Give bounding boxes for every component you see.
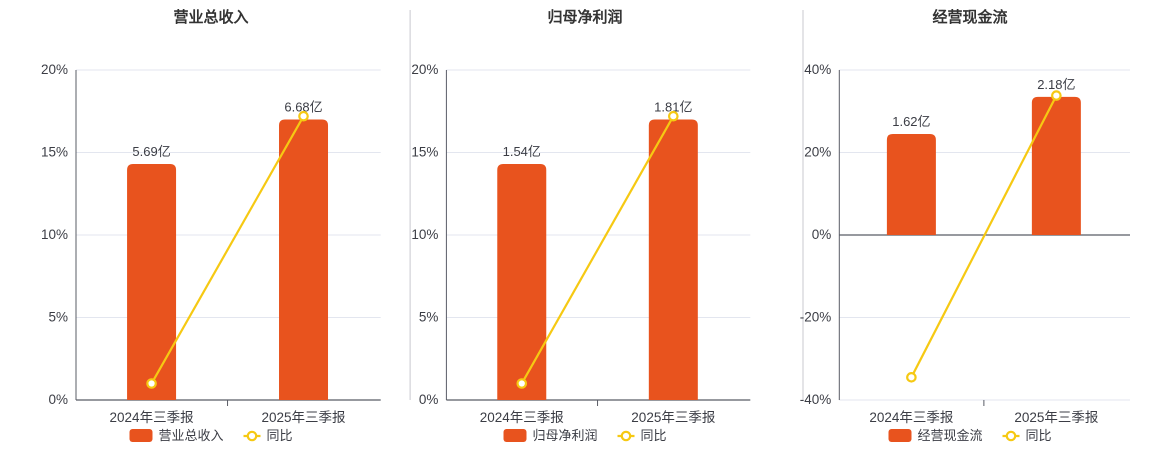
svg-text:20%: 20% bbox=[411, 62, 438, 77]
svg-text:15%: 15% bbox=[41, 145, 68, 160]
svg-text:2024年三季报: 2024年三季报 bbox=[110, 410, 194, 425]
svg-text:2024年三季报: 2024年三季报 bbox=[480, 410, 564, 425]
svg-text:归母净利润: 归母净利润 bbox=[533, 428, 598, 443]
svg-text:同比: 同比 bbox=[267, 428, 293, 443]
svg-text:同比: 同比 bbox=[1026, 428, 1052, 443]
svg-text:10%: 10% bbox=[41, 227, 68, 242]
svg-text:20%: 20% bbox=[804, 145, 831, 160]
svg-text:5%: 5% bbox=[48, 310, 68, 325]
svg-text:-40%: -40% bbox=[800, 392, 832, 407]
svg-text:同比: 同比 bbox=[641, 428, 667, 443]
svg-text:5%: 5% bbox=[419, 310, 439, 325]
svg-text:1.54亿: 1.54亿 bbox=[503, 144, 541, 159]
svg-text:20%: 20% bbox=[41, 62, 68, 77]
svg-text:-20%: -20% bbox=[800, 310, 832, 325]
svg-text:0%: 0% bbox=[419, 392, 439, 407]
svg-text:0%: 0% bbox=[48, 392, 68, 407]
svg-text:2025年三季报: 2025年三季报 bbox=[1014, 410, 1098, 425]
svg-text:经营现金流: 经营现金流 bbox=[932, 8, 1007, 26]
svg-text:0%: 0% bbox=[812, 227, 832, 242]
svg-text:营业总收入: 营业总收入 bbox=[173, 8, 248, 26]
svg-text:营业总收入: 营业总收入 bbox=[159, 428, 224, 443]
svg-text:10%: 10% bbox=[411, 227, 438, 242]
svg-text:40%: 40% bbox=[804, 62, 831, 77]
svg-text:1.62亿: 1.62亿 bbox=[892, 114, 930, 129]
svg-text:5.69亿: 5.69亿 bbox=[132, 144, 170, 159]
svg-text:2025年三季报: 2025年三季报 bbox=[261, 410, 345, 425]
svg-text:2024年三季报: 2024年三季报 bbox=[869, 410, 953, 425]
svg-text:2.18亿: 2.18亿 bbox=[1037, 77, 1075, 92]
svg-text:15%: 15% bbox=[411, 145, 438, 160]
svg-text:归母净利润: 归母净利润 bbox=[547, 8, 622, 26]
svg-text:经营现金流: 经营现金流 bbox=[918, 428, 983, 443]
svg-text:2025年三季报: 2025年三季报 bbox=[631, 410, 715, 425]
